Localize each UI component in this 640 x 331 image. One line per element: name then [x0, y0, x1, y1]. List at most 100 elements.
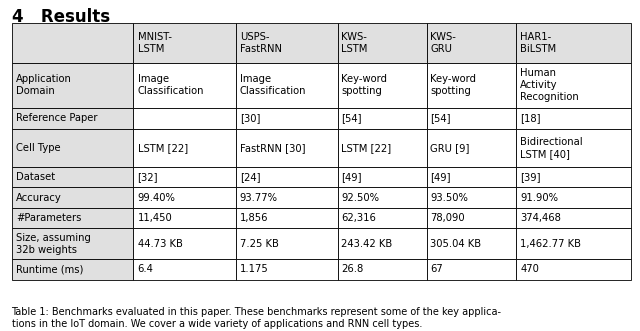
- Bar: [338, 129, 427, 167]
- Bar: [427, 108, 516, 129]
- Bar: [134, 108, 236, 129]
- Text: Key-word
spotting: Key-word spotting: [341, 74, 387, 96]
- Bar: [236, 208, 338, 228]
- Bar: [338, 187, 427, 208]
- Bar: [338, 208, 427, 228]
- Bar: [236, 187, 338, 208]
- Bar: [516, 108, 631, 129]
- Bar: [338, 23, 427, 63]
- Text: 1,462.77 KB: 1,462.77 KB: [520, 239, 581, 249]
- Bar: [338, 63, 427, 108]
- Bar: [516, 208, 631, 228]
- Text: Dataset: Dataset: [17, 172, 56, 182]
- Bar: [12, 108, 134, 129]
- Bar: [516, 129, 631, 167]
- Text: Image
Classification: Image Classification: [138, 74, 204, 96]
- Text: [49]: [49]: [430, 172, 451, 182]
- Text: Runtime (ms): Runtime (ms): [17, 264, 84, 274]
- Text: 243.42 KB: 243.42 KB: [341, 239, 392, 249]
- Bar: [134, 167, 236, 187]
- Bar: [338, 167, 427, 187]
- Bar: [134, 187, 236, 208]
- Bar: [427, 23, 516, 63]
- Text: [54]: [54]: [430, 114, 451, 123]
- Text: 44.73 KB: 44.73 KB: [138, 239, 182, 249]
- Text: 62,316: 62,316: [341, 213, 376, 223]
- Text: 1,856: 1,856: [240, 213, 268, 223]
- Text: 91.90%: 91.90%: [520, 193, 558, 203]
- Text: 67: 67: [430, 264, 443, 274]
- Bar: [12, 129, 134, 167]
- Text: Application
Domain: Application Domain: [17, 74, 72, 96]
- Bar: [134, 228, 236, 259]
- Bar: [236, 129, 338, 167]
- Text: KWS-
GRU: KWS- GRU: [430, 32, 456, 54]
- Bar: [516, 228, 631, 259]
- Bar: [236, 167, 338, 187]
- Text: 26.8: 26.8: [341, 264, 364, 274]
- Bar: [134, 63, 236, 108]
- Text: [24]: [24]: [240, 172, 260, 182]
- Bar: [427, 259, 516, 280]
- Text: USPS-
FastRNN: USPS- FastRNN: [240, 32, 282, 54]
- Bar: [134, 259, 236, 280]
- Bar: [134, 208, 236, 228]
- Bar: [134, 23, 236, 63]
- Bar: [12, 228, 134, 259]
- Text: [54]: [54]: [341, 114, 362, 123]
- Bar: [427, 167, 516, 187]
- Text: 93.50%: 93.50%: [430, 193, 468, 203]
- Bar: [236, 259, 338, 280]
- Bar: [236, 63, 338, 108]
- Text: [18]: [18]: [520, 114, 541, 123]
- Text: 6.4: 6.4: [138, 264, 154, 274]
- Bar: [516, 167, 631, 187]
- Bar: [516, 63, 631, 108]
- Text: LSTM [22]: LSTM [22]: [138, 143, 188, 153]
- Text: Cell Type: Cell Type: [17, 143, 61, 153]
- Text: GRU [9]: GRU [9]: [430, 143, 470, 153]
- Text: Table 1: Benchmarks evaluated in this paper. These benchmarks represent some of : Table 1: Benchmarks evaluated in this pa…: [12, 307, 502, 329]
- Text: 4   Results: 4 Results: [12, 8, 109, 26]
- Text: Reference Paper: Reference Paper: [17, 114, 98, 123]
- Text: LSTM [22]: LSTM [22]: [341, 143, 392, 153]
- Bar: [427, 129, 516, 167]
- Bar: [12, 63, 134, 108]
- Bar: [338, 108, 427, 129]
- Bar: [236, 108, 338, 129]
- Text: 78,090: 78,090: [430, 213, 465, 223]
- Bar: [134, 129, 236, 167]
- Text: 305.04 KB: 305.04 KB: [430, 239, 481, 249]
- Text: [49]: [49]: [341, 172, 362, 182]
- Text: [32]: [32]: [138, 172, 158, 182]
- Text: Bidirectional
LSTM [40]: Bidirectional LSTM [40]: [520, 137, 583, 159]
- Bar: [236, 228, 338, 259]
- Bar: [516, 187, 631, 208]
- Text: MNIST-
LSTM: MNIST- LSTM: [138, 32, 172, 54]
- Bar: [338, 259, 427, 280]
- Bar: [12, 187, 134, 208]
- Text: 470: 470: [520, 264, 539, 274]
- Text: 374,468: 374,468: [520, 213, 561, 223]
- Text: [39]: [39]: [520, 172, 541, 182]
- Bar: [427, 187, 516, 208]
- Text: Human
Activity
Recognition: Human Activity Recognition: [520, 69, 579, 103]
- Text: #Parameters: #Parameters: [17, 213, 82, 223]
- Text: 93.77%: 93.77%: [240, 193, 278, 203]
- Text: [30]: [30]: [240, 114, 260, 123]
- Text: HAR1-
BiLSTM: HAR1- BiLSTM: [520, 32, 556, 54]
- Text: Accuracy: Accuracy: [17, 193, 62, 203]
- Text: Size, assuming
32b weights: Size, assuming 32b weights: [17, 233, 92, 255]
- Text: 92.50%: 92.50%: [341, 193, 380, 203]
- Text: Key-word
spotting: Key-word spotting: [430, 74, 476, 96]
- Text: 7.25 KB: 7.25 KB: [240, 239, 278, 249]
- Text: 11,450: 11,450: [138, 213, 172, 223]
- Bar: [338, 228, 427, 259]
- Bar: [427, 228, 516, 259]
- Bar: [236, 23, 338, 63]
- Text: 99.40%: 99.40%: [138, 193, 175, 203]
- Bar: [516, 259, 631, 280]
- Bar: [516, 23, 631, 63]
- Bar: [12, 208, 134, 228]
- Bar: [12, 259, 134, 280]
